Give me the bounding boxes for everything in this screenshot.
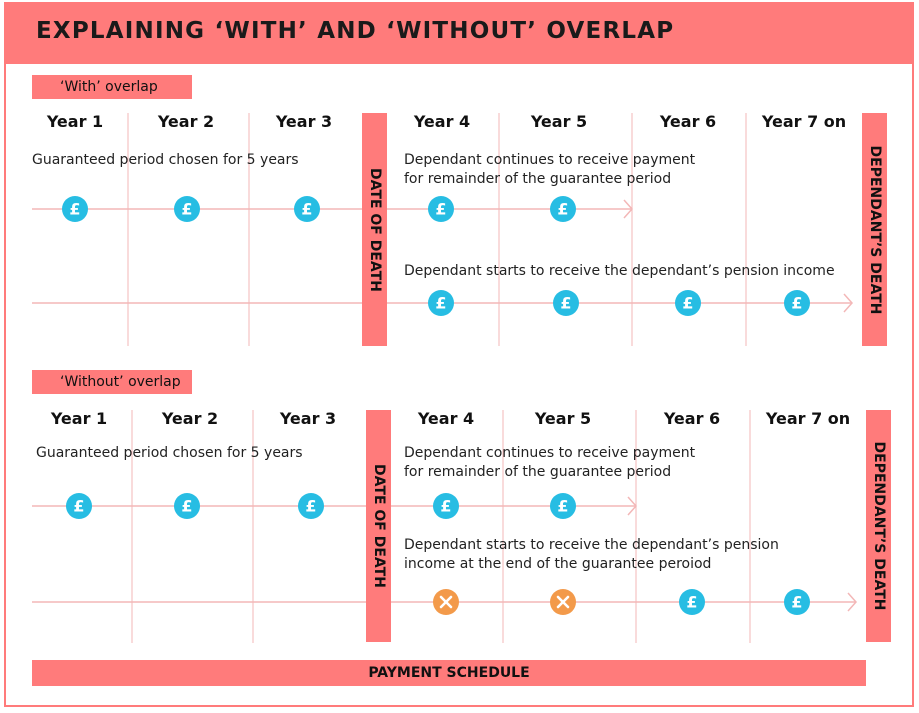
year-label: Year 5 [534, 409, 592, 428]
pound-glyph: £ [440, 497, 451, 516]
dependants-death-bar: DEPENDANT’S DEATH [866, 410, 891, 642]
pound-glyph: £ [791, 593, 802, 612]
timeline-arrowhead [843, 293, 854, 313]
starts-text-line: Dependant starts to receive the dependan… [404, 537, 779, 553]
year-label: Year 6 [659, 112, 717, 131]
pound-icon [550, 196, 576, 222]
pound-icon [433, 493, 459, 519]
timeline-arrowhead [627, 496, 638, 516]
year-label: Year 4 [417, 409, 475, 428]
continues-text-line: for remainder of the guarantee period [404, 464, 672, 480]
year-label: Year 2 [161, 409, 219, 428]
pound-icon [784, 589, 810, 615]
year-label: Year 4 [413, 112, 471, 131]
pound-icon [679, 589, 705, 615]
pound-icon [428, 196, 454, 222]
date-of-death-label: DATE OF DEATH [370, 464, 387, 588]
cross-mark [439, 595, 453, 609]
pound-glyph: £ [560, 294, 571, 313]
pound-icon [784, 290, 810, 316]
continues-text-line: for remainder of the guarantee period [404, 171, 672, 187]
year-label: Year 7 on [765, 409, 851, 428]
pound-icon [550, 493, 576, 519]
pound-icon [294, 196, 320, 222]
pound-glyph: £ [686, 593, 697, 612]
guaranteed-period-text: Guaranteed period chosen for 5 years [32, 152, 299, 168]
continues-text-line: Dependant continues to receive payment [404, 445, 696, 461]
year-label: Year 3 [279, 409, 337, 428]
section-label-with: ‘With’ overlap [32, 75, 192, 99]
pound-glyph: £ [791, 294, 802, 313]
pound-glyph: £ [73, 497, 84, 516]
year-label: Year 6 [663, 409, 721, 428]
pound-icon [675, 290, 701, 316]
date-of-death-label: DATE OF DEATH [366, 167, 383, 292]
pound-icon [298, 493, 324, 519]
starts-text-line: Dependant starts to receive the dependan… [404, 263, 835, 279]
pound-glyph: £ [181, 497, 192, 516]
starts-text-line: income at the end of the guarantee peroi… [404, 556, 712, 572]
pound-glyph: £ [435, 294, 446, 313]
pound-icon [62, 196, 88, 222]
title-bar: EXPLAINING ‘WITH’ AND ‘WITHOUT’ OVERLAP [4, 2, 914, 64]
year-label: Year 1 [50, 409, 108, 428]
pound-glyph: £ [181, 200, 192, 219]
pound-icon [553, 290, 579, 316]
payment-schedule-bar: PAYMENT SCHEDULE [32, 660, 866, 686]
pound-icon [428, 290, 454, 316]
timeline-arrowhead [847, 592, 858, 612]
pound-glyph: £ [69, 200, 80, 219]
pound-glyph: £ [557, 200, 568, 219]
dependants-death-label: DEPENDANT’S DEATH [866, 145, 883, 314]
section-label-without: ‘Without’ overlap [32, 370, 192, 394]
timeline-arrowhead [623, 199, 634, 219]
page-title: EXPLAINING ‘WITH’ AND ‘WITHOUT’ OVERLAP [36, 18, 675, 44]
pound-glyph: £ [557, 497, 568, 516]
year-label: Year 1 [46, 112, 104, 131]
pound-glyph: £ [305, 497, 316, 516]
year-label: Year 5 [530, 112, 588, 131]
guaranteed-period-text: Guaranteed period chosen for 5 years [36, 445, 303, 461]
year-label: Year 3 [275, 112, 333, 131]
year-label: Year 2 [157, 112, 215, 131]
pound-glyph: £ [435, 200, 446, 219]
pound-icon [174, 196, 200, 222]
date-of-death-bar: DATE OF DEATH [366, 410, 391, 642]
pound-icon [174, 493, 200, 519]
date-of-death-bar: DATE OF DEATH [362, 113, 387, 346]
dependants-death-label: DEPENDANT’S DEATH [870, 441, 887, 611]
year-label: Year 7 on [761, 112, 847, 131]
pound-glyph: £ [682, 294, 693, 313]
pound-icon [66, 493, 92, 519]
cross-mark [556, 595, 570, 609]
dependants-death-bar: DEPENDANT’S DEATH [862, 113, 887, 346]
pound-glyph: £ [301, 200, 312, 219]
continues-text-line: Dependant continues to receive payment [404, 152, 696, 168]
